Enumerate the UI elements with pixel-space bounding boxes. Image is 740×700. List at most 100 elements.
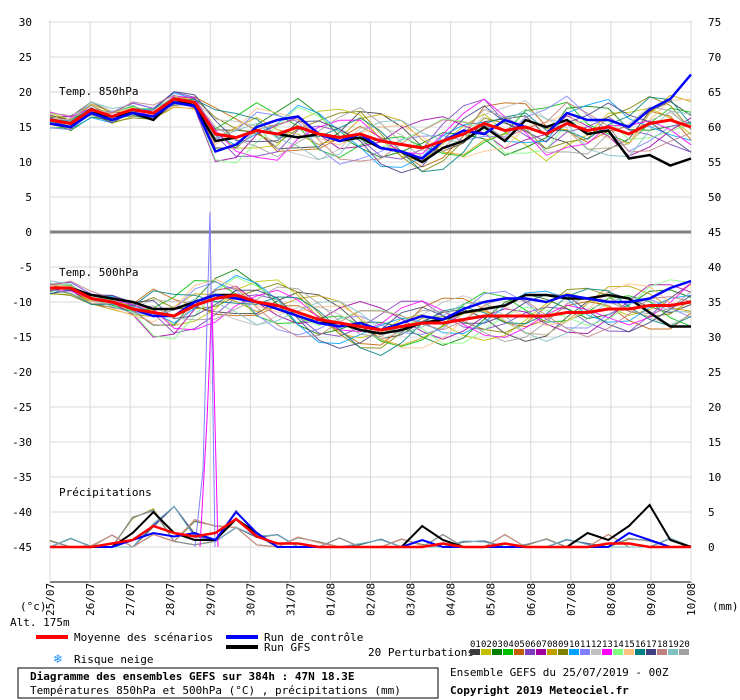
x-tick-label: 31/07 bbox=[284, 583, 297, 616]
x-tick-label: 07/08 bbox=[565, 583, 578, 616]
left-axis-unit: (°c) bbox=[20, 600, 47, 613]
perturbation-number: 18 bbox=[657, 640, 668, 650]
footer-run: Ensemble GEFS du 25/07/2019 - 00Z bbox=[450, 666, 669, 679]
right-tick-label: 30 bbox=[708, 331, 721, 344]
panel-label-t850: Temp. 850hPa bbox=[59, 85, 138, 98]
perturbation-swatch bbox=[613, 649, 623, 655]
main-series-lines bbox=[49, 73, 692, 549]
x-tick-label: 06/08 bbox=[525, 583, 538, 616]
perturbation-number: 01 bbox=[470, 640, 481, 650]
x-tick-label: 30/07 bbox=[244, 583, 257, 616]
perturbation-t850-line bbox=[49, 91, 692, 174]
perturbation-swatch bbox=[646, 649, 656, 655]
x-tick-label: 08/08 bbox=[605, 583, 618, 616]
perturbation-swatch bbox=[657, 649, 667, 655]
x-tick-label: 04/08 bbox=[445, 583, 458, 616]
series-t500-line bbox=[50, 279, 692, 332]
perturbation-number: 07 bbox=[536, 640, 547, 650]
left-tick-label: -15 bbox=[12, 331, 32, 344]
perturbation-number: 03 bbox=[492, 640, 503, 650]
left-tick-label: -45 bbox=[12, 541, 32, 554]
perturbation-t500-line bbox=[49, 280, 692, 342]
perturbation-swatch bbox=[481, 649, 491, 655]
perturbation-number: 04 bbox=[503, 640, 514, 650]
precip-spike-line bbox=[194, 211, 216, 548]
perturbation-number: 02 bbox=[481, 640, 492, 650]
footer-title: Diagramme des ensembles GEFS sur 384h : … bbox=[30, 670, 355, 683]
right-tick-label: 50 bbox=[708, 191, 721, 204]
right-tick-label: 65 bbox=[708, 86, 721, 99]
perturbation-swatch bbox=[503, 649, 513, 655]
perturbation-t500-line bbox=[49, 289, 692, 349]
right-tick-label: 45 bbox=[708, 226, 721, 239]
x-tick-label: 26/07 bbox=[84, 583, 97, 616]
legend-gfs-label: Run GFS bbox=[264, 641, 310, 654]
x-tick-label: 05/08 bbox=[485, 583, 498, 616]
altitude-label: Alt. 175m bbox=[10, 616, 70, 629]
perturbation-number: 16 bbox=[635, 640, 646, 650]
left-tick-label: -10 bbox=[12, 296, 32, 309]
right-tick-label: 15 bbox=[708, 436, 721, 449]
legend-perturbations-label: 20 Perturbations bbox=[368, 646, 474, 659]
perturbation-number: 17 bbox=[646, 640, 657, 650]
perturbation-legend: 01 02 03 04 05 06 07 08 09 10 11 12 13 14 15 16 17 18 19 20 bbox=[470, 640, 690, 655]
series-t500-line bbox=[50, 286, 692, 332]
x-tick-label: 01/08 bbox=[324, 583, 337, 616]
series-t850-line bbox=[49, 97, 692, 150]
x-tick-label: 29/07 bbox=[204, 583, 217, 616]
perturbation-swatch bbox=[679, 649, 689, 655]
perturbation-number: 20 bbox=[679, 640, 690, 650]
x-tick-label: 03/08 bbox=[405, 583, 418, 616]
perturbation-swatch bbox=[569, 649, 579, 655]
perturbation-number: 12 bbox=[591, 640, 602, 650]
left-tick-label: 15 bbox=[19, 121, 32, 134]
left-tick-label: 10 bbox=[19, 156, 32, 169]
perturbation-number: 09 bbox=[558, 640, 569, 650]
perturbation-swatch bbox=[536, 649, 546, 655]
perturbation-number: 14 bbox=[613, 640, 624, 650]
perturbation-t850-line bbox=[49, 94, 692, 162]
perturbation-swatch bbox=[492, 649, 502, 655]
perturbation-swatch bbox=[602, 649, 612, 655]
legend-control-label: Run de contrôle bbox=[264, 631, 363, 644]
perturbation-swatch bbox=[591, 649, 601, 655]
series-t850-line bbox=[49, 73, 692, 160]
legend-snow-label: Risque neige bbox=[74, 653, 153, 666]
left-tick-label: -40 bbox=[12, 506, 32, 519]
x-tick-label: 28/07 bbox=[164, 583, 177, 616]
left-tick-label: 0 bbox=[25, 226, 32, 239]
left-tick-label: -30 bbox=[12, 436, 32, 449]
right-tick-label: 55 bbox=[708, 156, 721, 169]
right-tick-label: 10 bbox=[708, 471, 721, 484]
x-tick-label: 02/08 bbox=[365, 583, 378, 616]
left-tick-label: -25 bbox=[12, 401, 32, 414]
right-tick-label: 0 bbox=[708, 541, 715, 554]
perturbation-swatch bbox=[547, 649, 557, 655]
x-axis-ticks: 25/07 26/07 27/07 28/07 29/07 30/07 31/07 01/08… bbox=[44, 583, 698, 616]
panel-label-t500: Temp. 500hPa bbox=[59, 266, 138, 279]
left-tick-label: 5 bbox=[25, 191, 32, 204]
perturbation-number: 10 bbox=[569, 640, 580, 650]
perturbation-t500-line bbox=[49, 286, 692, 346]
right-tick-label: 35 bbox=[708, 296, 721, 309]
perturbation-number: 05 bbox=[514, 640, 525, 650]
left-tick-label: -5 bbox=[19, 261, 32, 274]
perturbation-number: 13 bbox=[602, 640, 613, 650]
panel-label-precip: Précipitations bbox=[59, 486, 152, 499]
x-tick-label: 25/07 bbox=[44, 583, 57, 616]
right-axis-unit: (mm) bbox=[712, 600, 739, 613]
perturbation-swatch bbox=[470, 649, 480, 655]
x-tick-label: 09/08 bbox=[645, 583, 658, 616]
perturbation-number: 15 bbox=[624, 640, 635, 650]
perturbation-swatch bbox=[624, 649, 634, 655]
right-tick-label: 70 bbox=[708, 51, 721, 64]
left-tick-label: 20 bbox=[19, 86, 32, 99]
precip-spike-line bbox=[199, 299, 219, 548]
x-tick-label: 27/07 bbox=[124, 583, 137, 616]
perturbation-swatch bbox=[668, 649, 678, 655]
perturbation-swatch bbox=[514, 649, 524, 655]
left-tick-label: -20 bbox=[12, 366, 32, 379]
left-tick-label: 25 bbox=[19, 51, 32, 64]
